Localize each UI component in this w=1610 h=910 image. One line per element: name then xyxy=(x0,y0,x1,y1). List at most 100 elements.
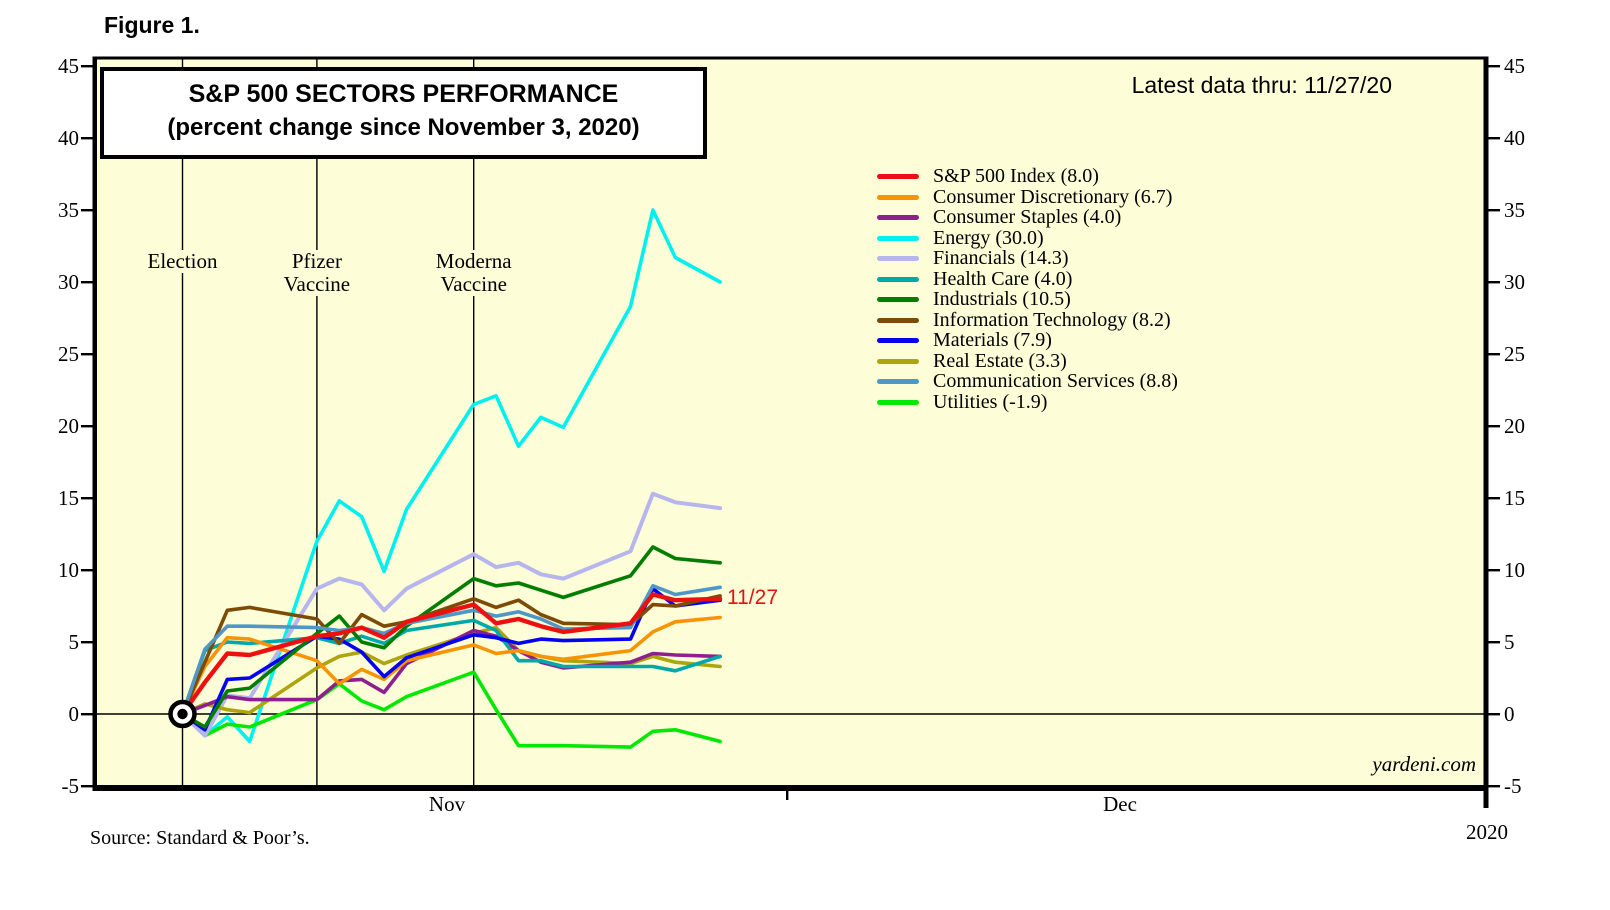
series-line-utilities xyxy=(180,670,722,749)
legend-swatch xyxy=(877,338,919,343)
y-tick-left xyxy=(81,137,93,140)
chart-title-line1: S&P 500 SECTORS PERFORMANCE xyxy=(188,80,619,108)
y-tick-right xyxy=(1488,209,1500,212)
y-tick-left xyxy=(81,497,93,500)
y-tick-label-left: 20 xyxy=(58,414,79,438)
series-line-health-care xyxy=(180,618,722,716)
legend-item-label: Financials (14.3) xyxy=(933,247,1069,269)
y-tick-left xyxy=(81,209,93,212)
y-tick-right xyxy=(1488,497,1500,500)
legend-swatch xyxy=(877,194,919,200)
y-tick-right xyxy=(1488,281,1500,284)
event-label-moderna-vaccine: Moderna Vaccine xyxy=(389,250,559,296)
origin-bullseye-dot xyxy=(177,708,188,720)
y-tick-label-left: -5 xyxy=(61,774,80,798)
y-tick-label-left: 0 xyxy=(68,702,80,726)
series-line-consumer-discretionary xyxy=(180,615,722,716)
legend-item-label: Real Estate (3.3) xyxy=(933,349,1067,372)
legend-item-label: Materials (7.9) xyxy=(933,329,1052,351)
y-tick-label-left: 5 xyxy=(68,630,80,654)
legend-item-label: Industrials (10.5) xyxy=(933,288,1071,310)
y-tick-label-right: 45 xyxy=(1504,54,1525,78)
legend-swatch xyxy=(877,317,919,323)
legend-swatch xyxy=(877,297,919,302)
series-line-industrials xyxy=(180,545,722,729)
x-axis-month-tick xyxy=(786,788,789,800)
y-tick-label-right: 25 xyxy=(1504,342,1525,366)
legend-swatch xyxy=(877,174,919,179)
y-tick-label-left: 10 xyxy=(58,558,79,582)
latest-data-label: Latest data thru: 11/27/20 xyxy=(1131,72,1392,98)
y-tick-label-right: 35 xyxy=(1504,198,1525,222)
figure-label: Figure 1. xyxy=(104,12,200,38)
chart-title-box: S&P 500 SECTORS PERFORMANCE (percent cha… xyxy=(100,67,707,159)
y-tick-label-left: 30 xyxy=(58,270,79,294)
bottom-axis-spine xyxy=(92,785,1489,791)
y-tick-label-right: 5 xyxy=(1504,630,1515,654)
y-tick-right xyxy=(1488,137,1500,140)
legend-item-label: Consumer Staples (4.0) xyxy=(933,206,1122,228)
y-tick-left xyxy=(81,425,93,428)
y-tick-label-right: 0 xyxy=(1504,702,1515,726)
legend-swatch xyxy=(877,399,919,405)
legend-swatch xyxy=(877,379,919,384)
legend-item-label: Information Technology (8.2) xyxy=(933,308,1171,331)
top-axis-spine xyxy=(92,56,1489,60)
y-tick-right xyxy=(1488,785,1500,788)
legend-swatch xyxy=(877,215,919,220)
source-note: Source: Standard & Poor’s. xyxy=(90,827,310,849)
event-label-line: Vaccine xyxy=(280,273,354,296)
y-tick-left xyxy=(81,785,93,788)
y-tick-left xyxy=(81,713,93,716)
y-tick-label-right: 10 xyxy=(1504,558,1525,582)
legend-swatch xyxy=(877,256,919,261)
y-tick-label-left: 40 xyxy=(58,126,79,150)
y-tick-right xyxy=(1488,569,1500,572)
series-line-materials xyxy=(180,586,722,732)
y-tick-right xyxy=(1488,641,1500,644)
endpoint-date-label: 11/27 xyxy=(727,586,778,609)
x-axis-month-dec: Dec xyxy=(1103,792,1137,816)
y-tick-label-right: 15 xyxy=(1504,486,1525,510)
x-axis-year-label: 2020 xyxy=(1466,820,1508,844)
event-label-line: Moderna xyxy=(432,250,515,273)
legend-swatch xyxy=(877,235,919,241)
plot-area xyxy=(95,58,1486,788)
y-tick-right xyxy=(1488,713,1500,716)
legend-item-label: Communication Services (8.8) xyxy=(933,370,1178,392)
y-tick-label-right: -5 xyxy=(1504,774,1522,798)
legend-swatch xyxy=(877,276,919,282)
y-tick-label-left: 15 xyxy=(58,486,79,510)
series-line-energy xyxy=(180,208,722,744)
y-tick-label-right: 40 xyxy=(1504,126,1525,150)
legend-item-label: Energy (30.0) xyxy=(933,226,1044,249)
chart-title-line2: (percent change since November 3, 2020) xyxy=(167,114,640,141)
watermark: yardeni.com xyxy=(1372,752,1476,776)
legend-item-label: S&P 500 Index (8.0) xyxy=(933,165,1099,187)
y-tick-label-left: 45 xyxy=(58,54,79,78)
event-label-line: Pfizer xyxy=(288,250,345,273)
y-tick-left xyxy=(81,641,93,644)
event-label-election: Election xyxy=(98,250,268,273)
legend-item-label: Utilities (-1.9) xyxy=(933,390,1048,413)
y-tick-right xyxy=(1488,353,1500,356)
left-axis-spine xyxy=(92,58,97,791)
y-tick-left xyxy=(81,569,93,572)
x-axis-month-nov: Nov xyxy=(428,792,466,816)
y-tick-label-left: 25 xyxy=(58,342,79,366)
y-tick-left xyxy=(81,281,93,284)
series-line-s-p-500-index xyxy=(180,592,723,717)
event-label-pfizer-vaccine: Pfizer Vaccine xyxy=(232,250,402,296)
y-tick-label-right: 30 xyxy=(1504,270,1525,294)
y-tick-label-right: 20 xyxy=(1504,414,1525,438)
y-tick-label-left: 35 xyxy=(58,198,79,222)
event-label-line: Election xyxy=(144,250,221,273)
legend-item-label: Consumer Discretionary (6.7) xyxy=(933,185,1173,208)
legend-swatch xyxy=(877,358,919,364)
y-tick-left xyxy=(81,353,93,356)
y-tick-right xyxy=(1488,425,1500,428)
right-axis-spine xyxy=(1483,58,1489,808)
y-tick-right xyxy=(1488,65,1500,68)
